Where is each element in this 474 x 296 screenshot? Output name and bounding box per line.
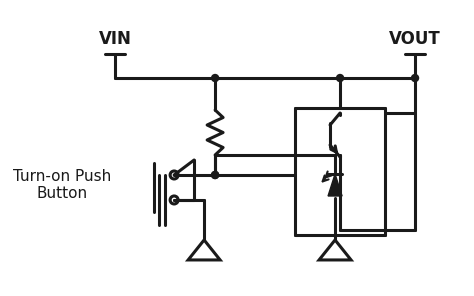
Polygon shape [188, 240, 220, 260]
Polygon shape [319, 240, 351, 260]
Text: VIN: VIN [99, 30, 132, 48]
Circle shape [211, 171, 219, 178]
Circle shape [211, 171, 219, 178]
Circle shape [211, 75, 219, 81]
Circle shape [337, 75, 344, 81]
Circle shape [411, 75, 419, 81]
Text: Turn-on Push
Button: Turn-on Push Button [13, 169, 111, 201]
Text: VOUT: VOUT [389, 30, 441, 48]
Polygon shape [328, 174, 342, 196]
